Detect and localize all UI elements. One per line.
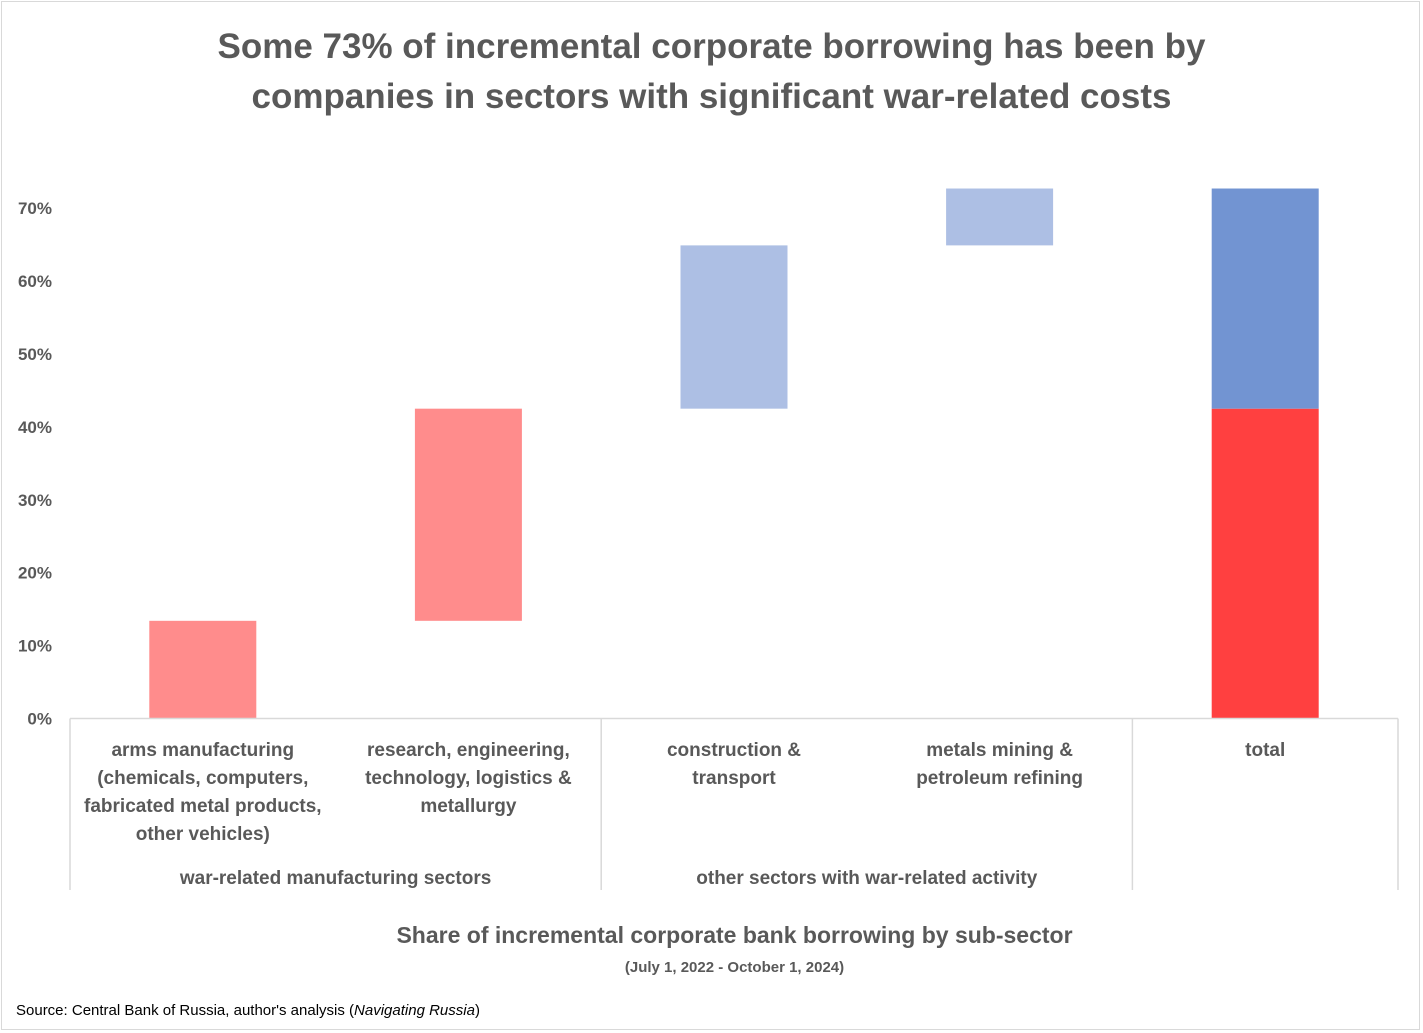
chart-title: Some 73% of incremental corporate borrow…	[0, 22, 1423, 122]
y-tick-label: 30%	[18, 491, 52, 510]
x-category-label: petroleum refining	[916, 768, 1083, 789]
bar-total-segment	[1211, 408, 1319, 719]
bar	[946, 188, 1054, 246]
y-tick-label: 10%	[18, 637, 52, 656]
x-category-label: other vehicles)	[136, 824, 270, 845]
chart-title-line-1: Some 73% of incremental corporate borrow…	[217, 27, 1206, 66]
source-italic: Navigating Russia	[354, 1002, 475, 1019]
y-tick-label: 20%	[18, 564, 52, 583]
bar	[149, 620, 257, 719]
x-category-label: total	[1245, 740, 1285, 761]
group-label: war-related manufacturing sectors	[179, 868, 491, 889]
x-category-label: arms manufacturing	[111, 740, 294, 761]
x-axis-title: Share of incremental corporate bank borr…	[396, 922, 1073, 948]
y-tick-label: 0%	[27, 710, 52, 729]
y-tick-label: 70%	[18, 199, 52, 218]
source-prefix: Source: Central Bank of Russia, author's…	[16, 1002, 355, 1019]
x-axis-subtitle: (July 1, 2022 - October 1, 2024)	[624, 959, 845, 976]
x-category-label: technology, logistics &	[365, 768, 572, 789]
bar	[680, 245, 788, 409]
x-category-label: construction &	[667, 740, 801, 761]
source-note: Source: Central Bank of Russia, author's…	[16, 1002, 480, 1019]
x-category-label: metals mining &	[926, 740, 1073, 761]
group-label: other sectors with war-related activity	[696, 868, 1037, 889]
x-category-label: fabricated metal products,	[84, 796, 322, 817]
y-tick-label: 50%	[18, 345, 52, 364]
y-tick-label: 60%	[18, 272, 52, 291]
x-category-label: (chemicals, computers,	[97, 768, 308, 789]
x-category-label: metallurgy	[420, 796, 517, 817]
bar-total-segment	[1211, 188, 1319, 409]
source-suffix: )	[474, 1002, 480, 1019]
x-category-label: research, engineering,	[367, 740, 570, 761]
y-tick-label: 40%	[18, 418, 52, 437]
bar	[414, 408, 522, 621]
x-category-label: transport	[692, 768, 776, 789]
chart-title-line-2: companies in sectors with significant wa…	[251, 77, 1172, 116]
